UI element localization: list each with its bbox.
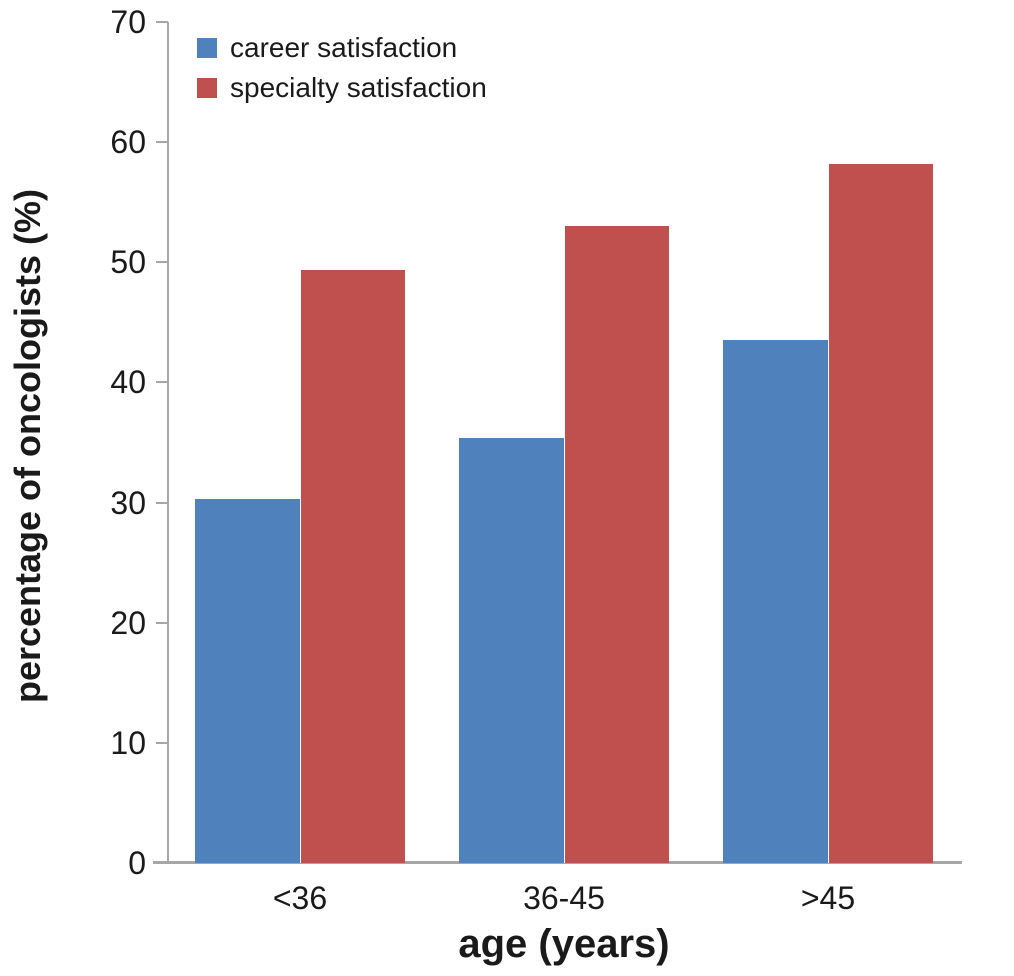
y-tick-mark — [156, 141, 168, 144]
y-tick-label: 10 — [110, 724, 146, 761]
y-tick-label: 20 — [110, 604, 146, 641]
y-tick-label: 40 — [110, 364, 146, 401]
legend-swatch-icon — [197, 38, 217, 58]
y-axis-line — [167, 22, 169, 863]
legend-item: career satisfaction — [197, 28, 487, 68]
y-tick-mark — [156, 741, 168, 744]
y-tick-mark — [156, 501, 168, 504]
legend: career satisfaction specialty satisfactio… — [197, 28, 487, 108]
y-tick-mark — [156, 621, 168, 624]
bar-career->45 — [723, 340, 828, 863]
legend-item: specialty satisfaction — [197, 68, 487, 108]
legend-swatch-icon — [197, 78, 217, 98]
legend-label: career satisfaction — [230, 32, 458, 63]
plot-area — [168, 22, 960, 863]
x-tick-label: <36 — [272, 880, 328, 916]
y-tick-label: 30 — [110, 484, 146, 521]
y-tick-label: 50 — [110, 244, 146, 281]
y-tick-mark — [156, 381, 168, 384]
legend-label: specialty satisfaction — [230, 72, 487, 103]
bar-specialty-<36 — [300, 269, 405, 863]
y-tick-label: 70 — [110, 4, 146, 40]
bar-specialty->45 — [828, 163, 933, 863]
y-tick-mark — [156, 261, 168, 264]
y-tick-label: 60 — [110, 124, 146, 161]
y-tick-mark — [156, 862, 168, 864]
x-tick-label: >45 — [800, 880, 856, 916]
x-axis-title: age (years) — [458, 922, 670, 966]
bar-career-<36 — [195, 498, 300, 863]
x-tick-label: 36-45 — [523, 880, 605, 916]
bar-specialty-36-45 — [564, 226, 669, 863]
bar-career-36-45 — [459, 437, 564, 863]
y-tick-label: 0 — [128, 845, 146, 881]
y-tick-mark — [156, 21, 168, 23]
